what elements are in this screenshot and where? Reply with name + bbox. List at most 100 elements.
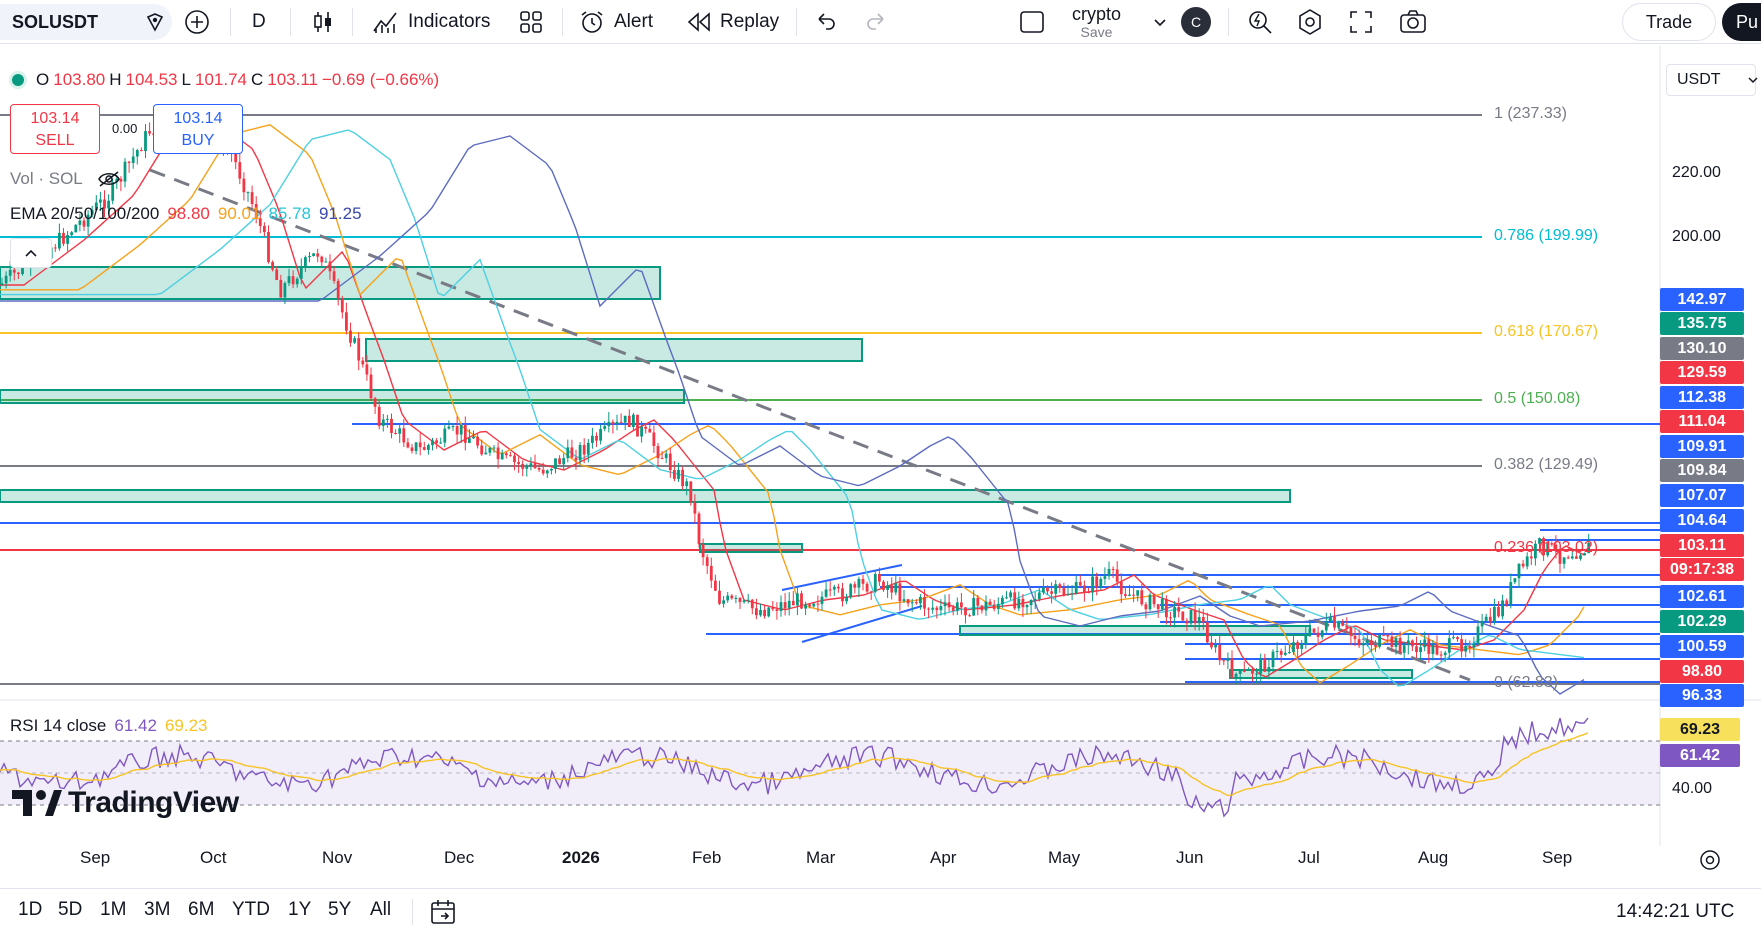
replay-button[interactable]: Replay (686, 0, 779, 44)
symbol-search[interactable]: SOLUSDT (0, 4, 172, 40)
candle-body (1144, 604, 1148, 610)
buy-button[interactable]: 103.14 BUY (153, 104, 243, 154)
range-all[interactable]: All (370, 899, 392, 920)
chart-type-button[interactable] (310, 0, 336, 44)
candle-body (1025, 605, 1029, 608)
candle-body (361, 360, 365, 365)
candle-body (1169, 617, 1172, 619)
candle-body (70, 232, 74, 236)
range-3m[interactable]: 3M (144, 899, 171, 920)
candle-body (513, 455, 516, 463)
candle-body (791, 600, 795, 606)
publish-label: Pu (1736, 11, 1759, 32)
volume-legend[interactable]: Vol · SOL (10, 169, 121, 189)
time-axis[interactable]: Sep Oct Nov Dec 2026 Feb Mar Apr May Jun… (0, 848, 1761, 872)
candle-body (287, 276, 291, 284)
range-6m[interactable]: 6M (188, 899, 215, 920)
range-1m[interactable]: 1M (100, 899, 127, 920)
ema-line (0, 120, 1585, 678)
range-5d[interactable]: 5D (58, 899, 83, 920)
trade-button[interactable]: Trade (1622, 3, 1716, 41)
sell-button[interactable]: 103.14 SELL (10, 104, 100, 154)
candle-body (890, 585, 894, 593)
candle-body (656, 446, 660, 459)
candle-body (1210, 642, 1213, 648)
quick-search-button[interactable] (1246, 0, 1274, 44)
candle-body (1583, 553, 1586, 556)
candle-body (94, 202, 98, 211)
rsi-tick: 40.00 (1672, 780, 1713, 797)
candle-body (99, 199, 102, 203)
redo-icon (864, 10, 888, 34)
candle-body (123, 161, 127, 182)
range-5y[interactable]: 5Y (328, 899, 352, 920)
range-1d[interactable]: 1D (18, 899, 43, 920)
layout-menu-button[interactable] (1152, 0, 1168, 44)
candle-body (1468, 645, 1472, 648)
candle-body (808, 604, 812, 607)
screenshot-button[interactable] (1398, 0, 1428, 44)
candle-body (1201, 617, 1205, 623)
candle-body (783, 602, 787, 609)
range-1y[interactable]: 1Y (288, 899, 312, 920)
candle-body (1087, 592, 1090, 594)
publish-button[interactable]: Pu (1722, 3, 1761, 41)
high-label: H (109, 70, 122, 89)
candle-body (238, 162, 242, 179)
candle-body (525, 466, 529, 469)
candle-body (627, 415, 631, 427)
collapse-legend-button[interactable] (10, 238, 52, 268)
time-tick: May (1048, 848, 1081, 867)
fullscreen-button[interactable] (1348, 0, 1374, 44)
candle-body (529, 463, 533, 467)
templates-button[interactable] (518, 0, 544, 44)
candle-body (1124, 594, 1127, 596)
candle-body (234, 153, 238, 163)
tradingview-logo[interactable]: TradingView (12, 786, 239, 820)
candle-body (336, 281, 340, 299)
square-icon (1018, 8, 1046, 36)
settings-gear-icon[interactable] (1698, 848, 1722, 872)
sell-price: 103.14 (30, 110, 80, 127)
undo-button[interactable] (814, 0, 838, 44)
candle-body (902, 599, 906, 602)
currency-select[interactable]: USDT (1666, 64, 1758, 96)
range-ytd[interactable]: YTD (232, 899, 270, 920)
price-badge: 102.61 (1660, 585, 1744, 608)
candle-body (898, 583, 902, 602)
indicators-label: Indicators (408, 11, 491, 32)
redo-button[interactable] (864, 0, 888, 44)
candle-body (586, 442, 590, 455)
avatar[interactable]: C (1181, 7, 1211, 37)
candle-body (509, 455, 512, 457)
compare-icon[interactable] (144, 11, 166, 33)
parallel-channel[interactable] (781, 564, 923, 643)
candle-body (673, 470, 676, 479)
candle-body (312, 253, 315, 257)
candle-body (1304, 634, 1308, 644)
clock-display[interactable]: 14:42:21 UTC (1616, 901, 1735, 922)
candle-body (804, 604, 807, 609)
ema-legend[interactable]: EMA 20/50/100/200 98.80 90.01 85.78 91.2… (10, 204, 362, 224)
layout-name-button[interactable]: crypto Save (1072, 0, 1121, 44)
add-symbol-button[interactable] (184, 0, 210, 44)
price-badge: 109.91 (1660, 435, 1744, 458)
calendar-range-icon[interactable] (428, 897, 458, 927)
indicators-button[interactable]: Indicators (372, 0, 490, 44)
eye-hidden-icon[interactable] (97, 170, 121, 188)
fib-retracement[interactable] (0, 114, 1660, 685)
supply-demand-zones[interactable] (0, 266, 1413, 679)
fib-label-05: 0.5 (150.08) (1494, 390, 1581, 407)
candle-body (1505, 600, 1509, 605)
candle-body (558, 458, 561, 465)
price-chart[interactable] (0, 46, 1761, 846)
rsi-legend[interactable]: RSI 14 close 61.42 69.23 (10, 716, 207, 736)
candle-body (283, 283, 287, 298)
interval-button[interactable]: D (252, 0, 266, 44)
lightning-search-icon (1246, 8, 1274, 36)
settings-button[interactable] (1296, 0, 1324, 44)
layout-toggle[interactable] (1018, 0, 1046, 44)
alert-button[interactable]: Alert (578, 0, 653, 44)
replay-label: Replay (720, 11, 780, 32)
candle-body (746, 599, 750, 601)
